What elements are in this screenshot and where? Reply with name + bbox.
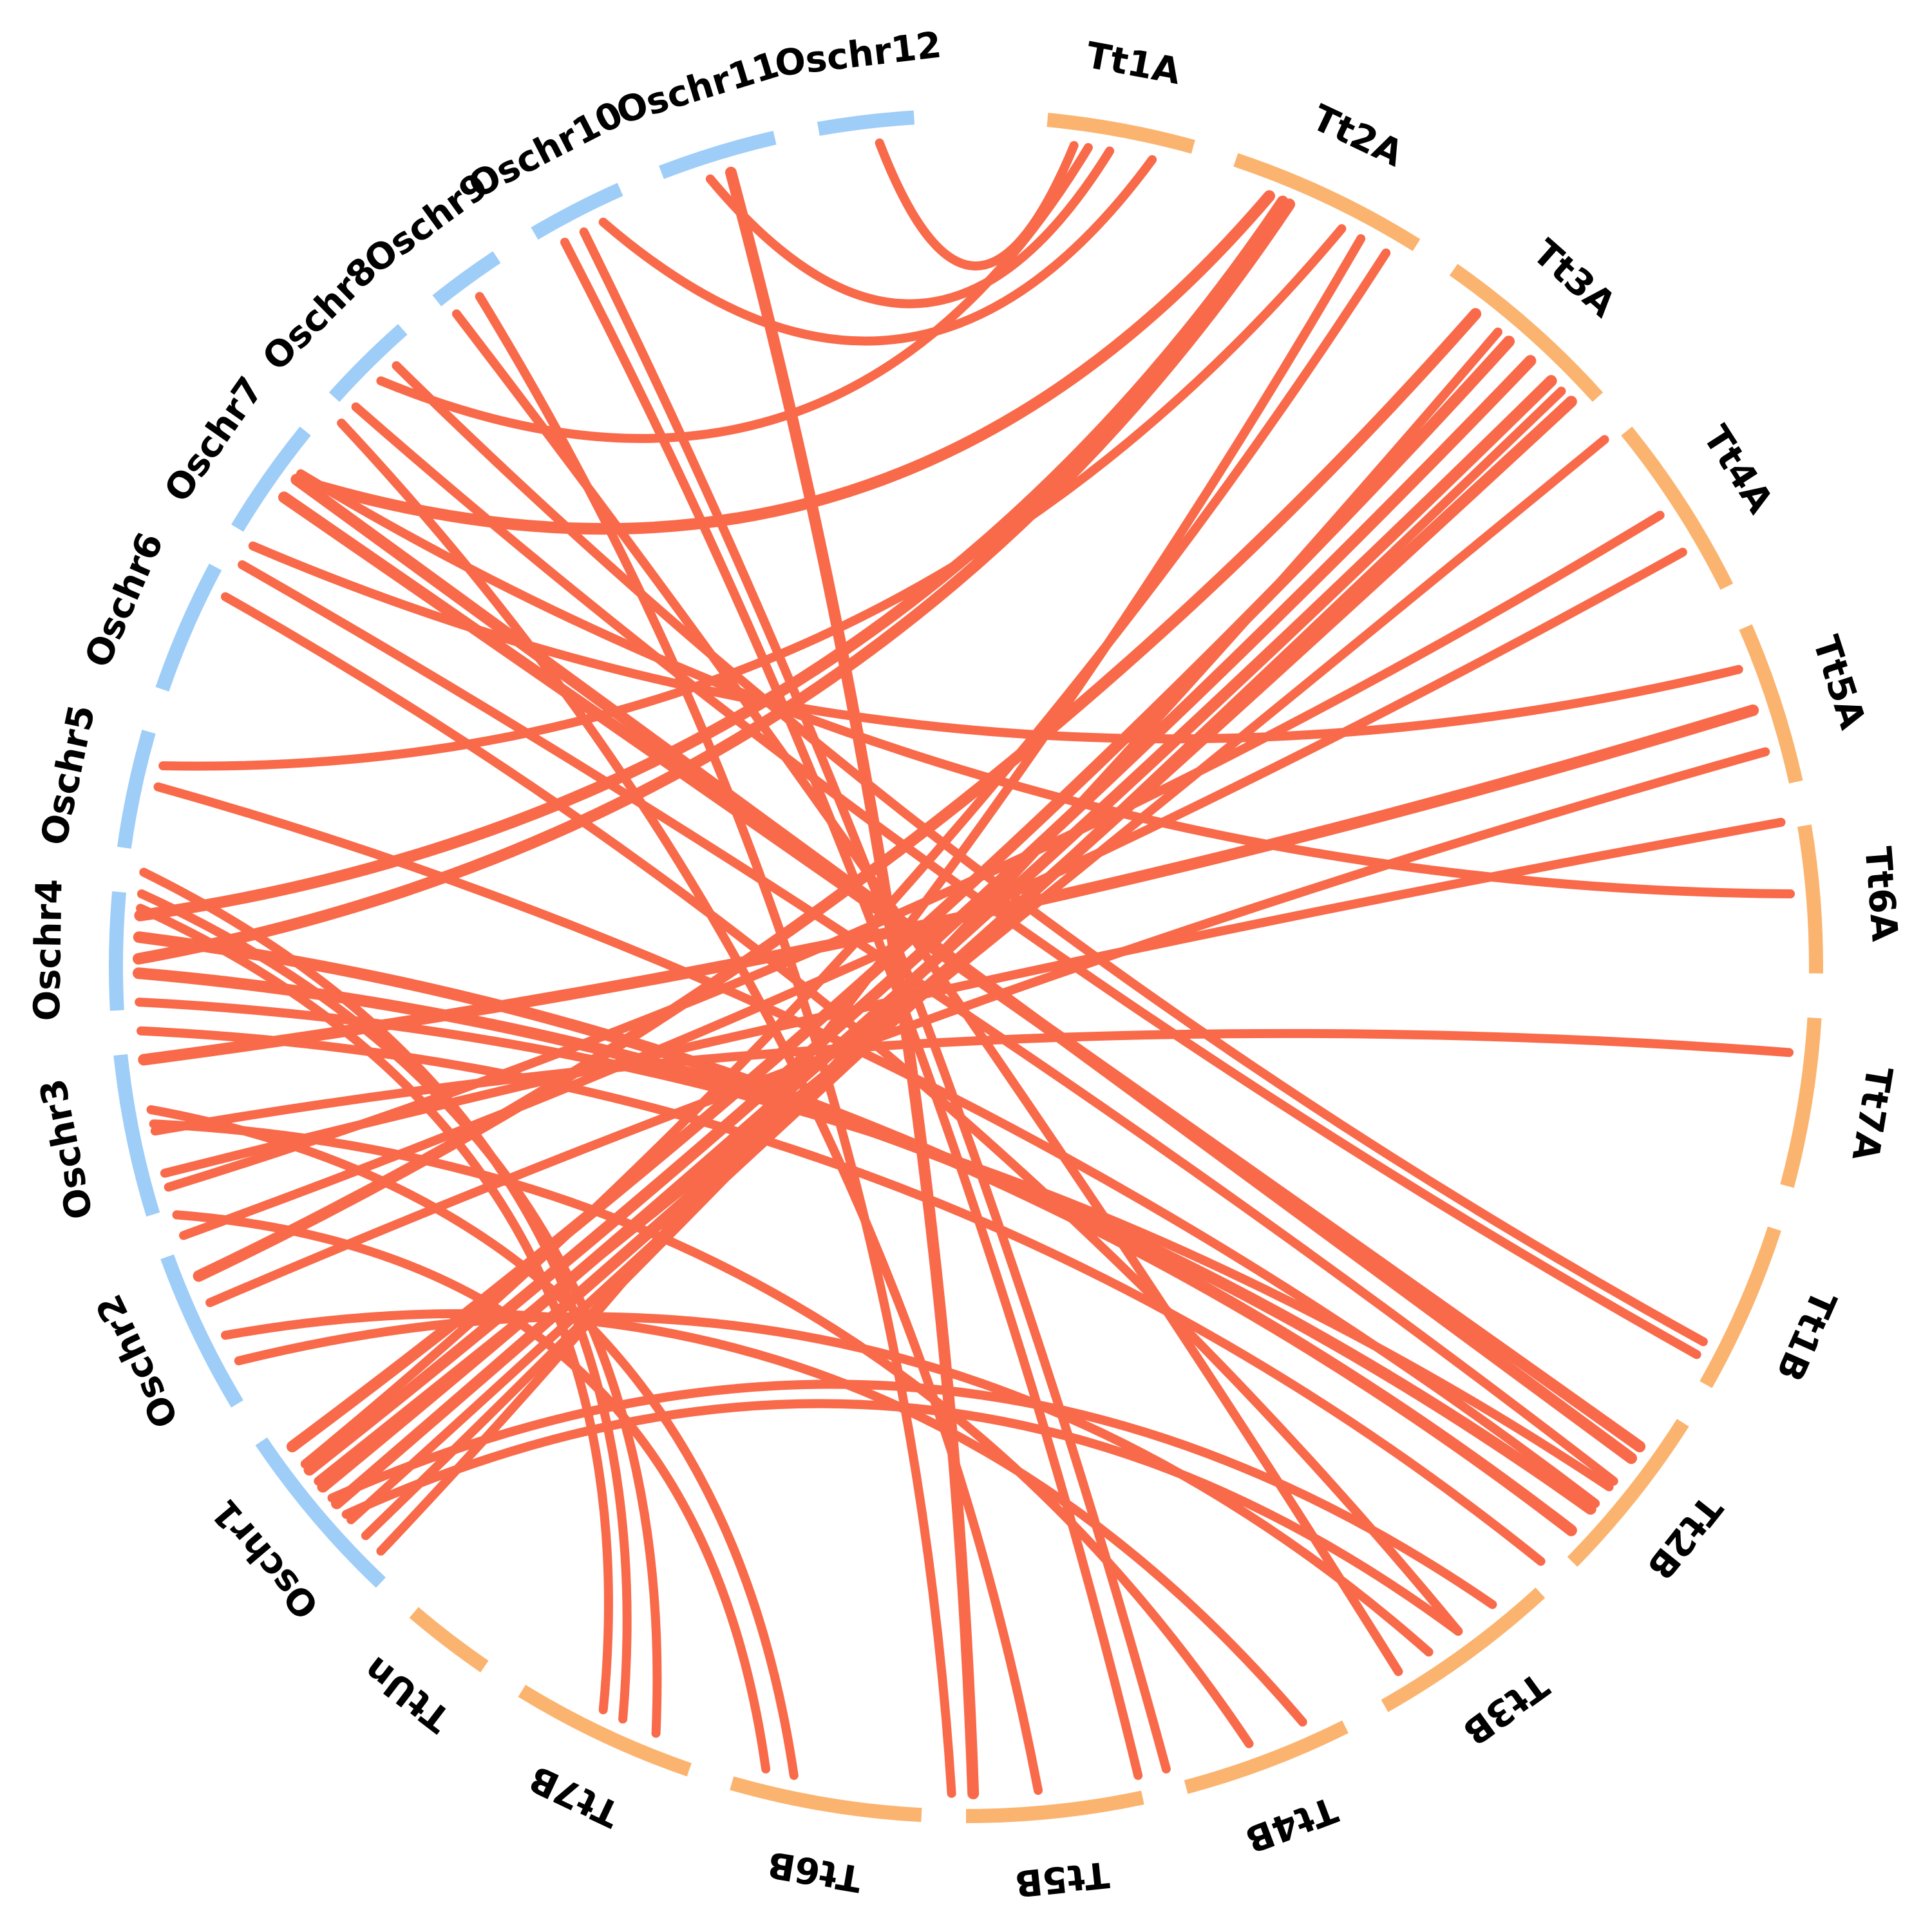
link-oschr1-tt2a xyxy=(300,248,1391,1469)
link-oschr2-tt4b xyxy=(221,1309,1307,1727)
link-oschr3-tt4a xyxy=(164,511,1665,1192)
segment-label-tt6a: Tt6A xyxy=(1856,845,1905,943)
segment-label-tt2a: Tt2A xyxy=(1305,97,1410,175)
segment-label-tt1a: Tt1A xyxy=(1083,35,1184,93)
link-oschr4-tt7b xyxy=(139,867,632,1724)
link-oschr4-tt2a xyxy=(134,195,1289,922)
link-oschr7-tt2a xyxy=(290,190,1275,535)
link-oschr10-tt4b xyxy=(560,238,1143,1780)
link-oschr7-tt5a xyxy=(248,541,1743,744)
segment-arc-tt3a xyxy=(1449,263,1604,402)
link-oschr8-tt1b xyxy=(392,361,1708,1347)
segment-label-oschr2: Oschr2 xyxy=(88,1288,187,1434)
segment-arc-oschr12 xyxy=(817,110,915,136)
segment-arc-oschr7 xyxy=(231,426,311,532)
segment-label-ttun: TtUn xyxy=(356,1648,459,1740)
segment-label-tt6b: Tt6B xyxy=(764,1842,864,1899)
segment-label-tt2b: Tt2B xyxy=(1638,1487,1730,1587)
segment-arc-tt6b xyxy=(730,1776,922,1823)
segment-arc-oschr11 xyxy=(659,131,777,179)
link-oschr11-tt1a xyxy=(705,146,1115,308)
segment-arc-tt5a xyxy=(1739,624,1803,784)
link-oschr7-tt2b xyxy=(238,560,1618,1486)
segment-arc-oschr6 xyxy=(155,564,222,692)
segment-label-tt4a: Tt4A xyxy=(1694,419,1781,522)
link-oschr8-tt1a xyxy=(376,143,1093,443)
segment-arc-oschr5 xyxy=(117,730,156,849)
segment-arc-tt5b xyxy=(965,1790,1144,1824)
segment-label-tt5b: Tt5B xyxy=(1013,1853,1112,1904)
segment-label-oschr3: Oschr3 xyxy=(32,1075,102,1223)
segment-label-oschr6: Oschr6 xyxy=(77,527,172,674)
segment-arc-tt1b xyxy=(1700,1226,1781,1388)
link-oschr3-tt7a xyxy=(150,1028,1794,1136)
segment-label-oschr12: Oschr12 xyxy=(773,24,943,85)
segment-label-oschr11: Oschr11 xyxy=(612,44,784,133)
link-oschr4-tt7b xyxy=(137,889,662,1738)
segment-arc-oschr8 xyxy=(328,324,408,402)
segment-label-tt1b: Tt1B xyxy=(1768,1284,1844,1387)
segment-label-oschr5: Oschr5 xyxy=(33,701,103,849)
link-oschr4-tt3b xyxy=(137,1026,1546,1566)
link-oschr7-tt6a xyxy=(296,469,1795,898)
links-layer xyxy=(133,138,1795,1799)
segment-arc-tt6a xyxy=(1797,824,1823,974)
segment-label-tt7a: Tt7A xyxy=(1843,1063,1900,1164)
segment-arc-oschr4 xyxy=(109,891,126,1011)
segment-arc-oschr3 xyxy=(113,1054,160,1217)
segment-arc-tt2a xyxy=(1233,153,1421,251)
segment-arc-oschr1 xyxy=(255,1437,386,1588)
link-oschr7-tt2b xyxy=(278,491,1646,1453)
link-oschr9-tt3b xyxy=(451,309,1403,1676)
segment-label-oschr4: Oschr4 xyxy=(26,878,71,1021)
link-oschr4-tt2a xyxy=(133,198,1296,965)
segment-arc-tt4b xyxy=(1184,1720,1349,1794)
segment-arc-tt2b xyxy=(1567,1419,1689,1567)
segment-label-tt3b: Tt3B xyxy=(1455,1663,1556,1753)
link-oschr2-tt6b xyxy=(172,1210,771,1774)
segment-arc-oschr2 xyxy=(160,1254,243,1408)
link-oschr1-tt2a xyxy=(376,234,1366,1556)
link-oschr3-tt6a xyxy=(160,817,1786,1178)
link-oschr5-tt2a xyxy=(158,224,1347,771)
segment-arc-tt1a xyxy=(1046,113,1195,154)
segment-arc-tt7b xyxy=(518,1685,692,1777)
link-oschr4-tt7b xyxy=(136,904,613,1714)
link-oschr8-tt5b xyxy=(337,419,1043,1795)
link-oschr3-tt4b xyxy=(149,1119,1254,1748)
link-oschr6-tt3b xyxy=(221,592,1463,1636)
segment-arc-oschr9 xyxy=(432,251,501,307)
segment-label-tt5a: Tt5A xyxy=(1804,631,1874,735)
segment-label-tt3a: Tt3A xyxy=(1525,232,1624,327)
segment-arc-ttun xyxy=(409,1607,489,1672)
segment-label-tt7b: Tt7B xyxy=(523,1757,626,1835)
link-oschr12-tt1a xyxy=(875,138,1079,270)
segment-label-tt4b: Tt4B xyxy=(1240,1788,1343,1861)
segment-arc-tt7a xyxy=(1780,1017,1822,1188)
link-oschr2-tt6a xyxy=(205,747,1770,1307)
segment-arc-tt3b xyxy=(1381,1587,1546,1712)
link-oschr1-tt3a xyxy=(286,336,1515,1453)
segment-arc-oschr10 xyxy=(531,183,623,240)
link-oschr1-tt3b xyxy=(341,1399,1463,1636)
link-oschr1-tt3a xyxy=(361,327,1502,1540)
segment-arc-tt4a xyxy=(1621,426,1734,590)
segment-ring xyxy=(109,110,1823,1824)
link-oschr10-tt1a xyxy=(598,155,1157,346)
